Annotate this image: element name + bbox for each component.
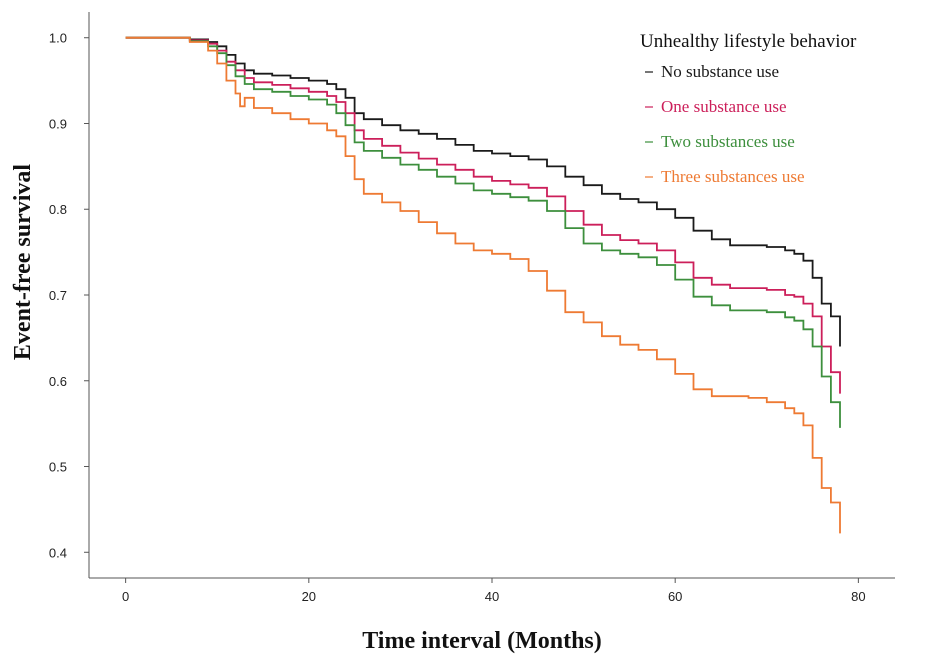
legend-label: Two substances use — [661, 132, 795, 151]
series-line-2 — [125, 36, 841, 394]
x-tick-label: 40 — [485, 589, 499, 604]
x-tick-label: 80 — [851, 589, 865, 604]
legend: Unhealthy lifestyle behavior No substanc… — [640, 31, 857, 186]
series-lines — [125, 36, 841, 534]
series-line-4 — [125, 36, 841, 534]
tick-marks: 0 20 40 60 80 0.4 0.5 0.6 0.7 0.8 0.9 1.0 — [49, 31, 866, 604]
y-tick-label: 0.5 — [49, 460, 67, 475]
y-axis-title: Event-free survival — [10, 164, 36, 361]
y-tick-label: 0.9 — [49, 116, 67, 131]
legend-title: Unhealthy lifestyle behavior — [640, 31, 857, 52]
series-line-3 — [125, 36, 841, 428]
legend-label: One substance use — [661, 97, 787, 116]
legend-label: No substance use — [661, 62, 779, 81]
y-tick-label: 0.4 — [49, 545, 67, 560]
x-axis-title: Time interval (Months) — [362, 628, 602, 654]
y-tick-label: 0.8 — [49, 202, 67, 217]
y-tick-label: 0.6 — [49, 374, 67, 389]
y-tick-label: 1.0 — [49, 31, 67, 46]
legend-label: Three substances use — [661, 167, 805, 186]
x-tick-label: 60 — [668, 589, 682, 604]
x-tick-label: 0 — [122, 589, 129, 604]
legend-items: No substance use One substance use Two sub… — [645, 62, 805, 186]
series-line-1 — [125, 36, 841, 347]
y-tick-label: 0.7 — [49, 288, 67, 303]
x-tick-label: 20 — [302, 589, 316, 604]
